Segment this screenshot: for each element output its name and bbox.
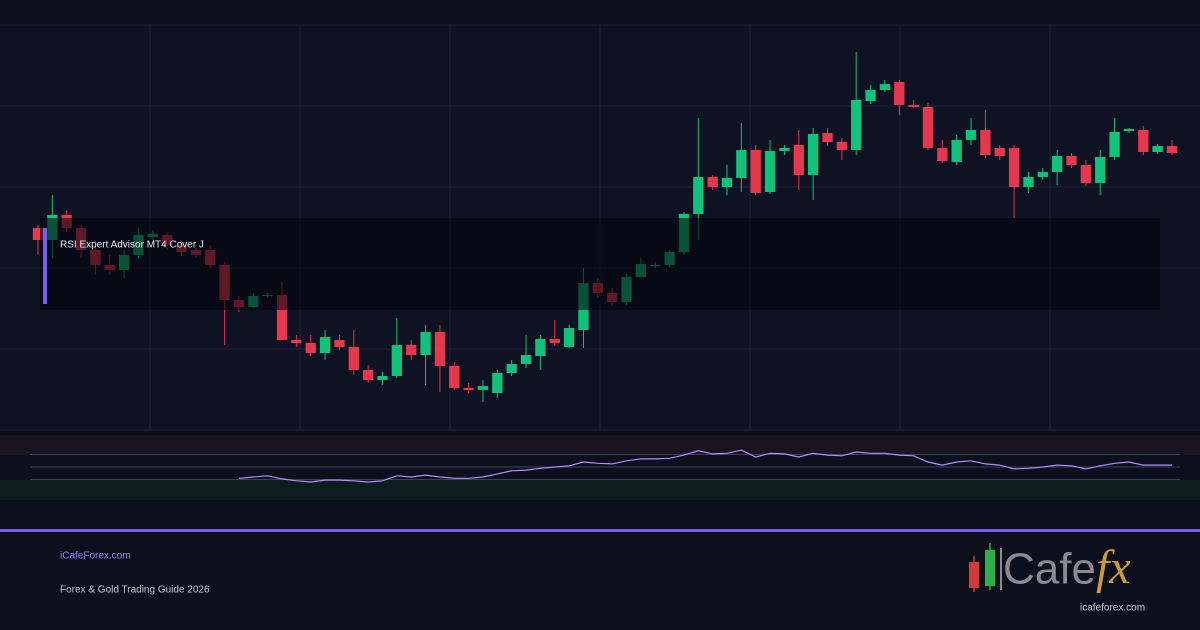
candle-body xyxy=(894,82,905,105)
candle-body xyxy=(836,142,848,150)
candle-body xyxy=(807,134,819,175)
logo-candle xyxy=(969,562,979,588)
candle-body xyxy=(506,364,517,373)
candle-body xyxy=(305,343,316,353)
footer-site: iCafeForex.com xyxy=(60,551,131,562)
candle-body xyxy=(793,145,804,175)
candle-body xyxy=(1023,177,1034,187)
candle-body xyxy=(563,328,575,347)
candle-body xyxy=(1066,156,1077,165)
candle-body xyxy=(994,148,1005,156)
candle-body xyxy=(721,178,733,187)
candle-body xyxy=(1051,156,1063,172)
candle-body xyxy=(549,339,560,343)
candle-body xyxy=(865,90,876,101)
candle-body xyxy=(477,386,489,390)
candle-body xyxy=(492,373,503,393)
candle-body xyxy=(1109,132,1120,157)
candle-body xyxy=(434,332,446,366)
title-overlay xyxy=(40,218,1160,310)
logo: Cafe fx icafeforex.com xyxy=(969,541,1145,614)
candle-body xyxy=(937,148,948,161)
candle-body xyxy=(32,228,44,240)
candle-body xyxy=(693,177,704,214)
candle-body xyxy=(463,388,474,390)
candle-body xyxy=(980,130,991,155)
candle-body xyxy=(707,177,718,187)
candle-body xyxy=(965,130,977,140)
candle-body xyxy=(276,295,288,340)
candle-body xyxy=(736,150,747,178)
candle-body xyxy=(291,340,302,343)
candle-body xyxy=(391,345,403,376)
candle-body xyxy=(922,107,934,148)
overlay-title: RSI Expert Advisor MT4 Cover J xyxy=(60,240,204,251)
candle-body xyxy=(1166,146,1178,153)
candle-body xyxy=(420,332,431,355)
candle-body xyxy=(1123,129,1135,131)
candle-body xyxy=(406,345,417,355)
candle-body xyxy=(1080,165,1092,183)
logo-candle xyxy=(985,550,995,586)
candle-body xyxy=(1008,148,1020,187)
rsi-oversold-zone xyxy=(0,480,1200,500)
divider xyxy=(0,529,1200,532)
candle-body xyxy=(851,100,862,150)
candle-body xyxy=(520,355,532,364)
candle-body xyxy=(779,148,790,151)
rsi-overbought-zone xyxy=(0,435,1200,455)
candle-body xyxy=(879,84,891,90)
candle-body xyxy=(764,151,776,192)
rsi-line xyxy=(238,449,1172,483)
rsi-panel xyxy=(30,449,1180,483)
candle-body xyxy=(1138,130,1149,152)
candle-body xyxy=(377,376,388,380)
candle-body xyxy=(1095,157,1106,183)
candle-body xyxy=(951,140,962,162)
candle-body xyxy=(348,347,359,370)
candle-body xyxy=(362,370,374,380)
footer-tagline: Forex & Gold Trading Guide 2026 xyxy=(60,585,210,596)
candle-body xyxy=(750,150,761,193)
candle-body xyxy=(319,337,331,353)
candle-body xyxy=(334,340,345,347)
candle-body xyxy=(535,339,546,356)
candle-body xyxy=(449,366,460,388)
accent-bar xyxy=(43,228,47,304)
logo-accent: fx xyxy=(1096,541,1131,594)
logo-url: icafeforex.com xyxy=(1080,603,1145,614)
candle-body xyxy=(908,105,919,107)
candle-body xyxy=(1037,172,1048,177)
candle-body xyxy=(822,133,833,142)
logo-text: Cafe xyxy=(1003,545,1096,594)
candle-body xyxy=(1152,146,1163,152)
